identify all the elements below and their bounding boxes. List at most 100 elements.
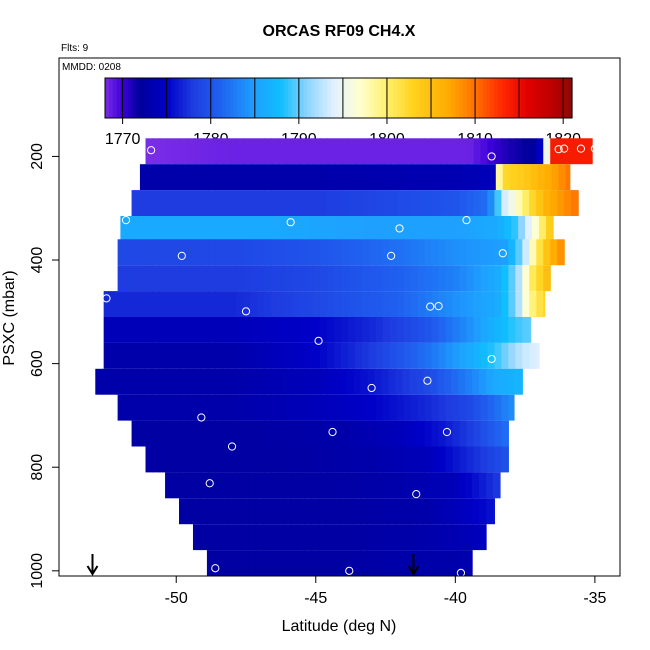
heatmap-cell	[208, 190, 216, 216]
heatmap-cell	[439, 164, 448, 191]
heatmap-cell	[215, 446, 223, 473]
heatmap-cell	[536, 342, 540, 369]
heatmap-cell	[451, 498, 459, 525]
heatmap-cell	[152, 342, 161, 369]
heatmap-cell	[229, 420, 237, 447]
heatmap-cell	[152, 265, 161, 292]
sample-point	[442, 427, 452, 437]
heatmap-cell	[134, 215, 142, 242]
heatmap-cell	[299, 394, 307, 421]
heatmap-cell	[391, 164, 399, 191]
heatmap-cell	[465, 498, 473, 525]
heatmap-cell	[155, 215, 163, 242]
heatmap-cell	[354, 265, 363, 292]
heatmap-cell	[279, 164, 288, 191]
heatmap-cell	[243, 342, 251, 369]
heatmap-cell	[138, 420, 147, 447]
heatmap-cell	[480, 317, 489, 343]
heatmap-cell	[299, 317, 307, 343]
heatmap-cell	[124, 342, 133, 369]
heatmap-cell	[234, 498, 243, 525]
colorbar-segment	[225, 78, 231, 118]
heatmap-cell	[213, 498, 222, 525]
heatmap-cell	[319, 420, 328, 447]
heatmap-cell	[396, 342, 405, 369]
heatmap-cell	[354, 239, 363, 266]
heatmap-cell	[354, 394, 363, 421]
heatmap-cell	[381, 524, 389, 551]
heatmap-cell	[180, 265, 188, 292]
heatmap-cell	[446, 164, 455, 191]
heatmap-cell	[354, 446, 363, 473]
colorbar-segment	[478, 78, 484, 118]
heatmap-cell	[326, 342, 335, 369]
colorbar-segment	[105, 78, 110, 118]
heatmap-cell	[368, 394, 377, 421]
colorbar-segment	[529, 78, 534, 118]
heatmap-cell	[264, 342, 272, 369]
heatmap-cell	[480, 239, 489, 266]
heatmap-cell	[410, 265, 419, 292]
heatmap-cell	[451, 524, 459, 551]
heatmap-cell	[187, 190, 195, 216]
heatmap-cell	[145, 291, 154, 317]
colorbar-segment	[322, 78, 328, 118]
heatmap-cell	[201, 265, 209, 292]
heatmap-cell	[160, 164, 169, 191]
heatmap-cell	[347, 190, 356, 216]
heatmap-cell	[208, 394, 216, 421]
heatmap-cell	[148, 215, 156, 242]
heatmap-cell	[312, 342, 321, 369]
heatmap-cell	[278, 239, 286, 266]
heatmap-cell	[452, 342, 461, 369]
heatmap-cell	[152, 446, 161, 473]
heatmap-cell	[523, 164, 532, 191]
heatmap-cell	[312, 265, 321, 292]
colorbar-segment	[466, 78, 472, 118]
heatmap-cell	[382, 394, 391, 421]
heatmap-cell	[173, 190, 182, 216]
heatmap-cell	[243, 446, 251, 473]
heatmap-cell	[222, 138, 230, 165]
heatmap-cell	[417, 239, 426, 266]
heatmap-cell	[220, 550, 229, 576]
heatmap-cell	[438, 317, 447, 343]
heatmap-cell	[152, 291, 161, 317]
heatmap-cell	[529, 291, 537, 317]
heatmap-cell	[417, 394, 426, 421]
heatmap-cell	[110, 317, 119, 343]
heatmap-cell	[197, 215, 205, 242]
sample-point	[328, 427, 337, 437]
heatmap-cell	[396, 420, 405, 447]
heatmap-cell	[536, 190, 544, 216]
heatmap-cell	[116, 368, 124, 395]
heatmap-cell	[451, 550, 459, 576]
heatmap-cell	[220, 368, 229, 395]
heatmap-cell	[292, 446, 300, 473]
sample-point	[426, 302, 435, 311]
heatmap-cell	[255, 524, 264, 551]
colorbar-segment	[206, 78, 211, 118]
sample-point	[177, 251, 186, 260]
heatmap-cell	[319, 239, 328, 266]
heatmap-cell	[333, 394, 342, 421]
heatmap-cell	[368, 446, 377, 473]
heatmap-cell	[424, 265, 433, 292]
heatmap-cell	[278, 342, 286, 369]
heatmap-cell	[332, 472, 341, 499]
heatmap-cell	[340, 446, 349, 473]
heatmap-cell	[312, 317, 321, 343]
heatmap-cell	[557, 190, 565, 216]
heatmap-cell	[472, 472, 480, 499]
heatmap-cell	[424, 138, 433, 165]
heatmap-cell	[389, 265, 398, 292]
heatmap-cell	[395, 368, 403, 395]
heatmap-cell	[458, 524, 466, 551]
colorbar-segment	[420, 78, 425, 118]
heatmap-cell	[389, 291, 398, 317]
heatmap-cell	[269, 524, 278, 551]
colorbar-segment	[381, 78, 386, 118]
heatmap-cell	[578, 138, 586, 165]
colorbar-segment	[151, 78, 157, 118]
heatmap-cell	[215, 265, 223, 292]
